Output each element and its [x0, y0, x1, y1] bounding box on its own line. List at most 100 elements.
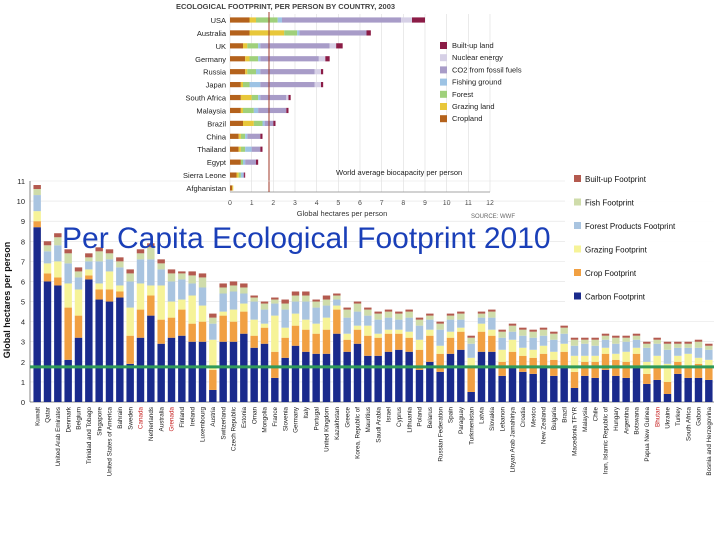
main-bar-segment	[167, 337, 176, 402]
main-category-label: Bosnia and Herzegovina	[706, 407, 713, 476]
inset-bar-segment	[253, 107, 259, 114]
main-category-label: Korea, Republic of	[355, 407, 362, 459]
main-category-label: Denmark	[65, 406, 72, 432]
main-bar-segment	[64, 253, 72, 264]
main-bar-segment	[343, 339, 351, 352]
main-category-label: Ireland	[189, 407, 196, 427]
inset-category-label: China	[206, 132, 226, 141]
inset-bar-segment	[260, 43, 330, 49]
main-bar-segment	[126, 273, 134, 282]
main-bar-segment	[167, 317, 176, 338]
inset-bar-segment	[321, 69, 324, 75]
inset-legend: Built-up land Nuclear energy CO2 from foss…	[440, 41, 522, 123]
main-bar-segment	[43, 251, 52, 264]
main-bar-segment	[550, 351, 558, 360]
main-bar-segment	[653, 367, 661, 380]
main-bar-segment	[240, 311, 248, 334]
main-category-label: Czech Republic	[231, 407, 238, 451]
main-category-label: Chile	[592, 407, 599, 422]
main-bar-segment	[157, 269, 165, 286]
main-y-tick-label: 10	[17, 197, 25, 206]
main-bar-segment	[446, 353, 455, 402]
main-bar-segment	[539, 353, 548, 368]
main-bar-segment	[105, 259, 114, 272]
main-bar-segment	[674, 355, 682, 362]
main-bar-segment	[601, 353, 610, 370]
main-bar-segment	[219, 293, 227, 312]
main-bar-segment	[116, 291, 124, 298]
main-bar-segment	[219, 315, 227, 342]
main-bar-segment	[54, 277, 62, 286]
main-legend-label: Built-up Footprint	[585, 175, 647, 184]
main-bar-segment	[281, 337, 289, 358]
main-bar-segment	[54, 285, 62, 402]
main-bar-segment	[591, 337, 599, 340]
main-category-label: Australia	[158, 407, 165, 432]
main-bar-segment	[653, 337, 661, 340]
main-category-label: Mexico	[530, 407, 537, 427]
main-bar-segment	[436, 323, 444, 330]
inset-x-tick-label: 5	[336, 200, 340, 207]
main-category-label: Estonia	[241, 407, 248, 429]
inset-bar-segment	[247, 69, 256, 75]
main-bar-segment	[539, 335, 548, 346]
main-bar-segment	[674, 373, 682, 402]
main-bar-segment	[643, 383, 651, 402]
inset-bar-segment	[243, 120, 254, 126]
main-bar-segment	[178, 279, 186, 300]
main-bar-segment	[457, 327, 465, 332]
main-bar-segment	[291, 295, 300, 302]
main-bar-segment	[508, 325, 517, 332]
main-bar-segment	[653, 379, 661, 402]
main-bar-segment	[291, 325, 300, 346]
main-bar-segment	[364, 325, 372, 336]
main-bar-segment	[477, 317, 486, 324]
main-bar-segment	[436, 371, 444, 402]
inset-bar-segment	[247, 133, 261, 139]
main-bar-segment	[694, 357, 703, 364]
inset-bar-segment	[243, 172, 245, 178]
main-bar-segment	[705, 359, 713, 368]
main-bar-segment	[364, 309, 372, 316]
main-bar-segment	[302, 301, 310, 320]
inset-bar-segment	[286, 94, 289, 101]
inset-legend-swatch	[440, 78, 447, 86]
main-bar-segment	[643, 343, 651, 348]
main-bar-segment	[446, 337, 455, 354]
main-bar-segment	[467, 365, 475, 392]
inset-bar-segment	[318, 56, 326, 62]
main-bar-segment	[157, 343, 165, 402]
inset-bar-segment	[230, 82, 241, 88]
main-bar-segment	[198, 287, 207, 306]
main-bar-segment	[560, 367, 568, 402]
main-bar-segment	[405, 309, 413, 312]
inset-reference-label: World average biocapacity per person	[336, 168, 462, 177]
main-bar-segment	[271, 303, 279, 316]
inset-bar-segment	[230, 120, 243, 126]
main-bar-segment	[694, 341, 703, 348]
main-bar-segment	[302, 291, 310, 296]
main-bar-segment	[601, 333, 610, 336]
main-bar-segment	[446, 319, 455, 332]
main-bar-segment	[591, 377, 599, 402]
main-bar-segment	[415, 319, 424, 326]
main-bar-segment	[457, 319, 465, 328]
main-bar-segment	[374, 311, 382, 314]
main-bar-segment	[95, 261, 103, 284]
main-category-label: Gabon	[696, 407, 703, 426]
main-bar-segment	[353, 343, 362, 402]
main-bar-segment	[240, 293, 248, 304]
main-legend-swatch	[574, 292, 581, 300]
main-bar-segment	[684, 347, 692, 354]
inset-bar-segment	[336, 43, 343, 49]
main-bar-segment	[426, 319, 434, 330]
main-category-label: Greece	[344, 407, 351, 428]
inset-bar-segment	[230, 172, 237, 178]
main-bar-segment	[322, 295, 331, 300]
main-bar-segment	[136, 259, 145, 284]
main-bar-segment	[312, 301, 320, 308]
main-bar-segment	[126, 335, 134, 364]
main-bar-segment	[219, 341, 227, 402]
main-bar-segment	[467, 335, 475, 338]
inset-x-tick-label: 3	[293, 200, 297, 207]
